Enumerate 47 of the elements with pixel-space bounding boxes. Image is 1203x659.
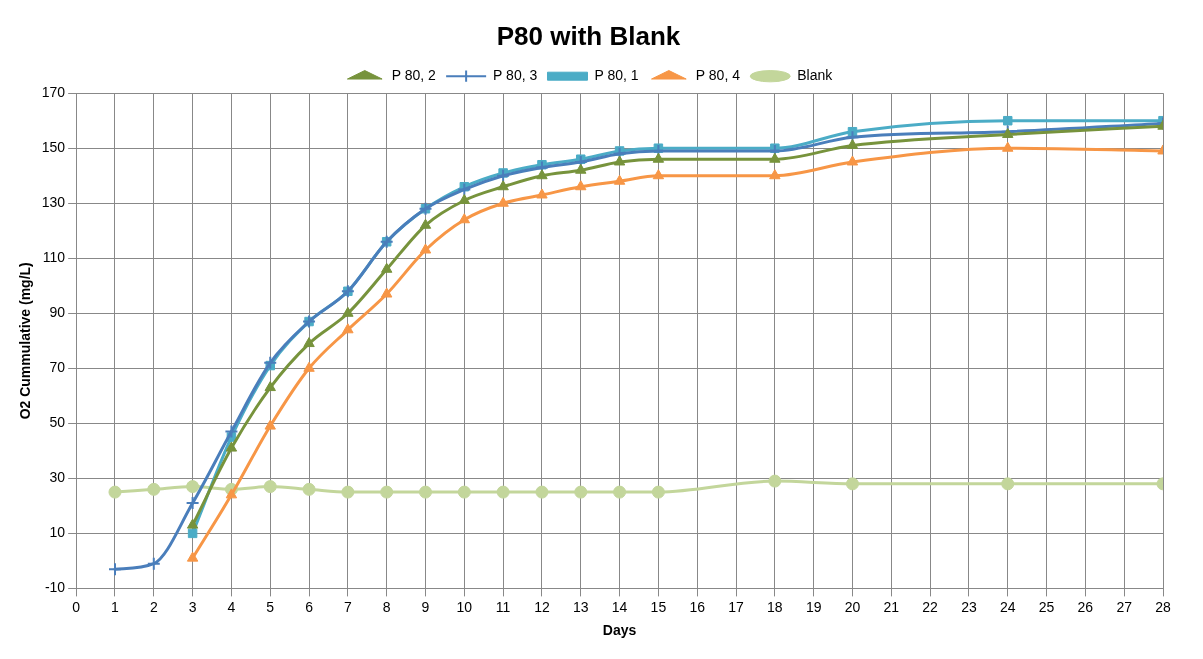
legend-label: P 80, 1 xyxy=(594,67,639,84)
legend-label: P 80, 4 xyxy=(695,67,741,84)
x-tick-label: 27 xyxy=(1116,598,1133,615)
x-tick-label: 10 xyxy=(456,598,473,615)
x-tick-label: 2 xyxy=(149,598,158,615)
legend-label: P 80, 2 xyxy=(391,67,437,84)
x-tick-label: 13 xyxy=(572,598,589,615)
y-tick-label: 10 xyxy=(49,524,66,541)
x-tick-label: 25 xyxy=(1038,598,1055,615)
x-tick-label: 24 xyxy=(999,598,1016,615)
y-tick-label: 150 xyxy=(41,139,66,156)
x-tick-label: 20 xyxy=(844,598,861,615)
x-tick-label: 18 xyxy=(767,598,783,615)
chart-title: P80 with Blank xyxy=(496,20,681,51)
x-axis-title: Days xyxy=(602,622,637,639)
x-tick-label: 23 xyxy=(961,598,977,615)
x-tick-label: 9 xyxy=(421,598,430,615)
x-tick-label: 11 xyxy=(495,598,511,615)
x-tick-label: 22 xyxy=(922,598,939,615)
x-tick-label: 0 xyxy=(72,598,81,615)
x-tick-label: 12 xyxy=(534,598,550,615)
x-tick-label: 26 xyxy=(1077,598,1094,615)
legend-label: Blank xyxy=(797,67,834,84)
y-tick-label: 170 xyxy=(41,84,66,101)
x-tick-label: 21 xyxy=(883,598,900,615)
y-tick-label: 130 xyxy=(41,194,66,211)
x-tick-label: 1 xyxy=(111,598,120,615)
x-tick-label: 16 xyxy=(689,598,706,615)
x-tick-label: 3 xyxy=(188,598,197,615)
y-tick-label: 110 xyxy=(42,249,66,266)
x-tick-label: 4 xyxy=(227,598,236,615)
y-tick-label: 70 xyxy=(49,359,66,376)
y-axis-title: O2 Cummulative (mg/L) xyxy=(17,262,34,420)
y-tick-label: 30 xyxy=(49,469,66,486)
x-tick-label: 8 xyxy=(382,598,391,615)
x-tick-label: 5 xyxy=(266,598,275,615)
x-tick-label: 7 xyxy=(343,598,352,615)
x-tick-label: 14 xyxy=(611,598,628,615)
x-tick-label: 15 xyxy=(650,598,667,615)
x-tick-label: 19 xyxy=(805,598,822,615)
legend-label: P 80, 3 xyxy=(493,67,538,84)
y-tick-label: 50 xyxy=(49,414,66,431)
x-tick-label: 17 xyxy=(728,598,745,615)
x-tick-label: 6 xyxy=(305,598,314,615)
y-tick-label: -10 xyxy=(44,579,66,596)
y-tick-label: 90 xyxy=(49,304,66,321)
x-tick-label: 28 xyxy=(1155,598,1171,615)
